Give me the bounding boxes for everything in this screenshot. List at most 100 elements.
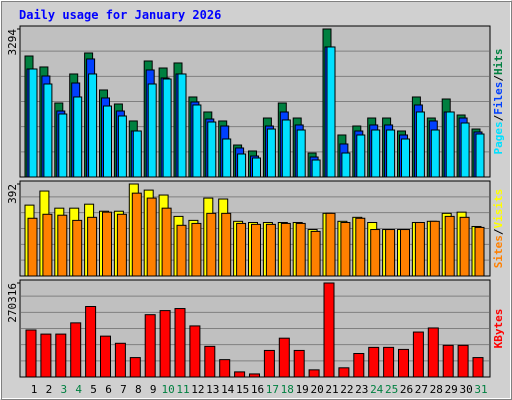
bar (310, 230, 321, 277)
bar (385, 229, 396, 277)
bar (263, 349, 275, 378)
legend-entry: Files (492, 82, 505, 115)
x-tick-label: 5 (90, 383, 97, 396)
bar (55, 333, 67, 378)
bar (430, 129, 440, 178)
bar (42, 213, 53, 277)
bar (370, 229, 381, 277)
y-tick-label: 270316 (6, 283, 19, 323)
bar (353, 353, 365, 378)
bar (475, 133, 485, 178)
bar (147, 83, 157, 178)
bar (427, 327, 439, 378)
x-tick-label: 14 (221, 383, 235, 396)
bar (383, 346, 395, 378)
bar (251, 223, 261, 277)
bar (174, 308, 186, 378)
bar (146, 197, 157, 277)
bar (58, 113, 68, 178)
x-tick-label: 16 (251, 383, 264, 396)
x-tick-label: 19 (296, 383, 309, 396)
bar (341, 152, 351, 178)
bar (414, 221, 425, 277)
x-tick-label: 17 (266, 383, 279, 396)
bar (400, 229, 410, 277)
bar (445, 111, 455, 178)
bar (401, 138, 410, 178)
x-tick-label: 18 (281, 383, 294, 396)
legend: Sites/Visits (492, 189, 505, 269)
bar (398, 348, 409, 378)
bar (222, 138, 232, 178)
bar (415, 111, 425, 178)
x-tick-label: 1 (31, 383, 38, 396)
bar (371, 129, 381, 178)
bar (293, 349, 305, 378)
bar (102, 211, 112, 277)
bar (340, 221, 351, 277)
x-tick-label: 10 (161, 383, 174, 396)
bar (355, 217, 366, 277)
x-tick-label: 23 (355, 383, 368, 396)
bar (266, 128, 276, 178)
bar (117, 115, 127, 178)
bar (234, 371, 246, 378)
legend: Pages/Files/Hits (492, 49, 505, 155)
bar (25, 329, 37, 378)
x-tick-label: 6 (105, 383, 112, 396)
legend: KBytes (492, 309, 505, 349)
legend-entry: Hits (492, 49, 505, 76)
bar (429, 220, 440, 277)
x-tick-label: 22 (340, 383, 353, 396)
x-tick-label: 12 (191, 383, 204, 396)
bar (114, 342, 126, 378)
bar (249, 373, 260, 378)
y-tick-label: 392 (6, 184, 19, 204)
bar (412, 331, 424, 378)
bar (296, 129, 306, 178)
legend-separator: / (492, 75, 505, 82)
bar (460, 122, 470, 178)
bar (27, 217, 38, 277)
x-tick-label: 2 (46, 383, 53, 396)
x-tick-label: 9 (150, 383, 157, 396)
x-tick-label: 24 (370, 383, 384, 396)
bar (219, 359, 231, 378)
bar (191, 222, 202, 277)
bar (100, 335, 111, 378)
legend-entry: KBytes (492, 309, 505, 349)
x-tick-label: 8 (135, 383, 142, 396)
bar (308, 369, 320, 378)
bar (88, 73, 98, 178)
y-tick-label: 3294 (6, 29, 19, 56)
bar (326, 46, 336, 178)
bar (87, 216, 98, 277)
x-tick-label: 13 (206, 383, 219, 396)
bar (221, 212, 232, 277)
chart-title: Daily usage for January 2026 (19, 8, 221, 22)
x-tick-label: 20 (310, 383, 323, 396)
x-tick-label: 25 (385, 383, 398, 396)
bar (43, 83, 53, 178)
x-tick-label: 28 (430, 383, 443, 396)
bar (132, 130, 142, 178)
bar (459, 216, 470, 277)
x-tick-label: 26 (400, 383, 413, 396)
bar (161, 207, 172, 277)
bar (356, 134, 366, 178)
bar (442, 344, 454, 378)
bar (295, 222, 306, 277)
legend-entry: Sites (492, 235, 505, 268)
legend-separator: / (492, 114, 505, 121)
bar (159, 310, 171, 378)
bar (70, 322, 82, 378)
bar (72, 219, 83, 277)
bar (325, 212, 336, 277)
bar (444, 215, 455, 277)
x-tick-label: 21 (325, 383, 338, 396)
bar (280, 222, 291, 277)
bar (236, 222, 247, 277)
bar (144, 314, 156, 378)
